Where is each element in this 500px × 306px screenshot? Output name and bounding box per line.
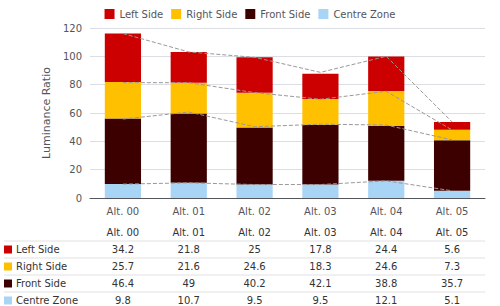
svg-text:24.6: 24.6 [243, 261, 265, 272]
svg-text:9.5: 9.5 [312, 295, 328, 306]
svg-text:46.4: 46.4 [112, 278, 134, 289]
svg-text:20: 20 [69, 164, 82, 175]
svg-text:18.3: 18.3 [309, 261, 331, 272]
svg-text:Right Side: Right Side [186, 9, 237, 20]
svg-text:Alt. 02: Alt. 02 [238, 206, 271, 217]
svg-text:21.6: 21.6 [178, 261, 200, 272]
svg-text:25.7: 25.7 [112, 261, 134, 272]
svg-text:Alt. 03: Alt. 03 [304, 206, 337, 217]
svg-text:Alt. 00: Alt. 00 [107, 227, 140, 238]
svg-text:24.6: 24.6 [375, 261, 397, 272]
svg-text:Front Side: Front Side [16, 278, 66, 289]
svg-text:Alt. 05: Alt. 05 [436, 227, 469, 238]
svg-text:34.2: 34.2 [112, 244, 134, 255]
svg-text:10.7: 10.7 [178, 295, 200, 306]
svg-text:80: 80 [69, 79, 82, 90]
svg-text:Centre Zone: Centre Zone [333, 9, 395, 20]
svg-text:Left Side: Left Side [120, 9, 164, 20]
svg-text:Alt. 01: Alt. 01 [172, 206, 205, 217]
svg-text:0: 0 [76, 193, 82, 204]
svg-text:60: 60 [69, 108, 82, 119]
svg-text:Right Side: Right Side [16, 261, 67, 272]
svg-text:38.8: 38.8 [375, 278, 397, 289]
svg-text:12.1: 12.1 [375, 295, 397, 306]
svg-text:Alt. 01: Alt. 01 [172, 227, 205, 238]
svg-text:Front Side: Front Side [260, 9, 310, 20]
svg-text:Alt. 02: Alt. 02 [238, 227, 271, 238]
svg-text:Alt. 03: Alt. 03 [304, 227, 337, 238]
svg-text:Luminance Ratio: Luminance Ratio [40, 67, 53, 159]
svg-text:Alt. 04: Alt. 04 [370, 227, 403, 238]
svg-text:24.4: 24.4 [375, 244, 397, 255]
svg-text:49: 49 [182, 278, 195, 289]
svg-text:9.5: 9.5 [247, 295, 263, 306]
svg-text:Alt. 04: Alt. 04 [370, 206, 403, 217]
svg-text:9.8: 9.8 [115, 295, 131, 306]
svg-text:35.7: 35.7 [441, 278, 463, 289]
svg-text:100: 100 [63, 51, 82, 62]
svg-text:Centre Zone: Centre Zone [16, 295, 78, 306]
svg-text:42.1: 42.1 [309, 278, 331, 289]
svg-text:5.1: 5.1 [444, 295, 460, 306]
svg-text:21.8: 21.8 [178, 244, 200, 255]
svg-text:Alt. 05: Alt. 05 [436, 206, 469, 217]
svg-text:40.2: 40.2 [243, 278, 265, 289]
svg-text:Alt. 00: Alt. 00 [107, 206, 140, 217]
svg-text:25: 25 [248, 244, 261, 255]
svg-text:Left Side: Left Side [16, 244, 60, 255]
svg-text:5.6: 5.6 [444, 244, 460, 255]
svg-text:120: 120 [63, 23, 82, 34]
svg-text:17.8: 17.8 [309, 244, 331, 255]
svg-text:7.3: 7.3 [444, 261, 460, 272]
svg-text:40: 40 [69, 136, 82, 147]
